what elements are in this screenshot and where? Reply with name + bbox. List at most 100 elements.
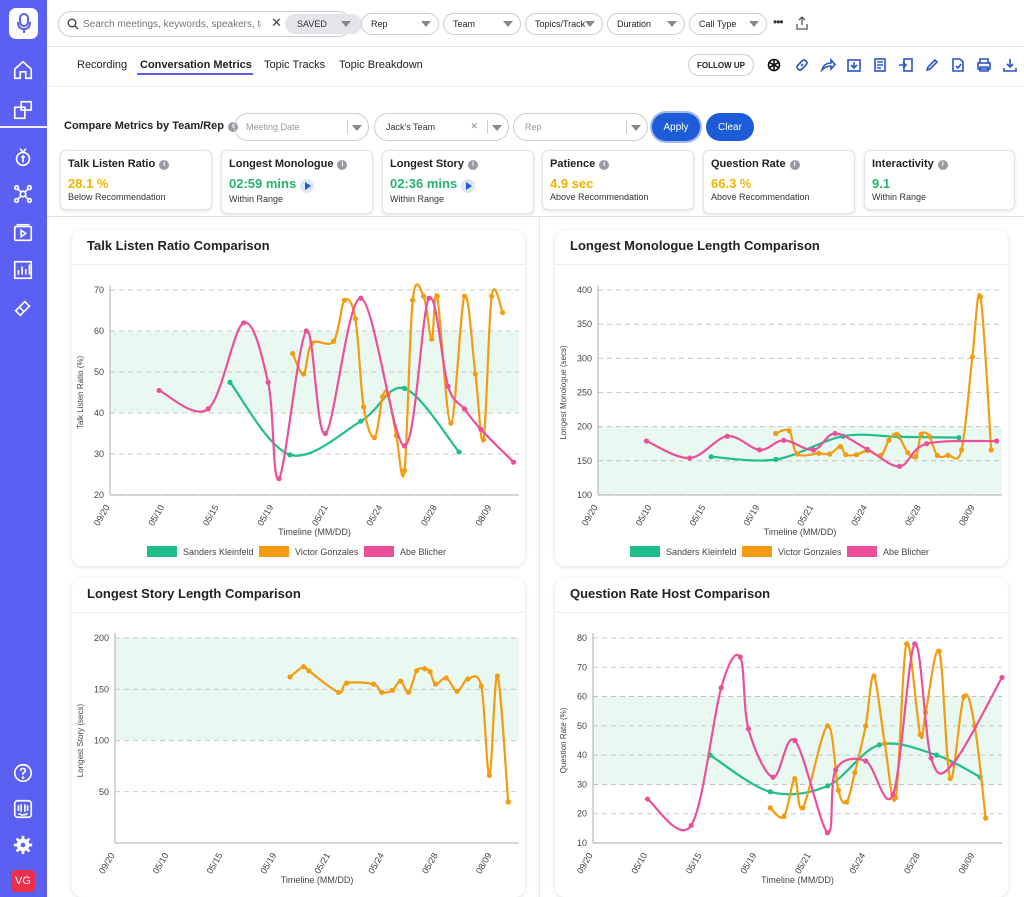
- more-filters-button[interactable]: •••: [773, 15, 784, 29]
- data-point: [871, 673, 877, 679]
- coaching-icon[interactable]: [11, 296, 35, 320]
- info-icon[interactable]: i: [337, 159, 348, 170]
- data-point: [936, 648, 942, 654]
- meeting-date-placeholder: Meeting Date: [246, 122, 300, 132]
- chevron-down-icon: [631, 125, 641, 131]
- metric-title: Interactivity: [872, 158, 934, 170]
- help-icon[interactable]: [11, 761, 35, 785]
- x-tick-label: 05/24: [847, 851, 867, 876]
- meetings-icon[interactable]: [11, 98, 35, 122]
- play-icon[interactable]: [300, 179, 315, 193]
- data-point: [928, 755, 934, 761]
- user-avatar[interactable]: VG: [11, 870, 35, 892]
- metric-card-interactivity[interactable]: Interactivity i 9.1 Within Range: [864, 150, 1015, 210]
- chart-title: Talk Listen Ratio Comparison: [87, 238, 270, 253]
- data-point: [335, 689, 342, 695]
- y-axis-label: Longest Monologue (secs): [559, 345, 568, 440]
- apply-button[interactable]: Apply: [652, 113, 700, 141]
- info-icon[interactable]: i: [227, 121, 238, 132]
- metric-card-talk-listen[interactable]: Talk Listen Ratio i 28.1 % Below Recommen…: [60, 150, 212, 210]
- clear-search-icon[interactable]: ✕: [271, 15, 282, 30]
- data-point: [961, 693, 967, 700]
- metric-card-patience[interactable]: Patience i 4.9 sec Above Recommendation: [542, 150, 694, 210]
- tab-recording[interactable]: Recording: [77, 59, 128, 71]
- settings-icon[interactable]: [11, 833, 35, 857]
- info-icon[interactable]: i: [599, 159, 610, 170]
- tab-topic-tracks[interactable]: Topic Tracks: [264, 59, 326, 71]
- search-input[interactable]: [83, 18, 261, 30]
- data-point: [724, 433, 730, 439]
- analytics-icon[interactable]: [11, 258, 35, 282]
- link-icon[interactable]: [794, 57, 810, 73]
- info-icon[interactable]: i: [937, 159, 948, 170]
- x-axis-label: Timeline (MM/DD): [278, 527, 351, 537]
- metric-card-question-rate[interactable]: Question Rate i 66.3 % Above Recommendati…: [703, 150, 855, 214]
- meeting-date-select[interactable]: Meeting Date: [234, 113, 369, 141]
- saved-dropdown[interactable]: SAVED: [285, 14, 362, 34]
- team-select[interactable]: Jack's Team ✕: [374, 113, 509, 141]
- topics-filter-label: Topics/Track: [535, 19, 586, 29]
- metric-status: Within Range: [872, 192, 927, 202]
- data-point: [876, 742, 882, 748]
- y-tick-label: 40: [577, 750, 587, 760]
- microphone-logo-icon[interactable]: [9, 8, 38, 39]
- clear-team-icon[interactable]: ✕: [470, 121, 478, 131]
- x-tick-label: 08/09: [957, 503, 977, 528]
- export-icon[interactable]: [846, 57, 862, 73]
- tab-topic-breakdown[interactable]: Topic Breakdown: [339, 59, 423, 71]
- rep-select-placeholder: Rep: [525, 122, 542, 132]
- search-box: ✕ SAVED: [58, 11, 362, 37]
- data-point: [767, 805, 773, 811]
- rep-filter[interactable]: Rep: [361, 13, 439, 35]
- integrations-icon[interactable]: [11, 182, 35, 206]
- crm-icon[interactable]: [898, 57, 914, 73]
- x-tick-label: 05/15: [205, 851, 225, 876]
- edit-icon[interactable]: [924, 57, 940, 73]
- metric-card-longest-story[interactable]: Longest Story i 02:36 mins Within Range: [382, 150, 534, 214]
- playlist-icon[interactable]: [11, 221, 35, 245]
- data-point: [287, 452, 293, 458]
- intercom-icon[interactable]: [11, 797, 35, 821]
- metric-status: Above Recommendation: [711, 192, 810, 202]
- info-icon[interactable]: i: [159, 159, 170, 170]
- home-icon[interactable]: [11, 58, 35, 82]
- data-point: [767, 789, 773, 795]
- rep-select[interactable]: Rep: [513, 113, 648, 141]
- y-tick-label: 150: [577, 456, 592, 466]
- info-icon[interactable]: i: [789, 159, 800, 170]
- data-point: [786, 428, 792, 434]
- duration-filter[interactable]: Duration: [607, 13, 685, 35]
- data-point: [886, 437, 892, 443]
- data-point: [773, 456, 779, 463]
- y-tick-label: 150: [94, 684, 109, 694]
- info-icon[interactable]: i: [467, 159, 478, 170]
- metric-status: Below Recommendation: [68, 192, 166, 202]
- select-separator: [347, 120, 348, 134]
- notes-icon[interactable]: [872, 57, 888, 73]
- data-point: [156, 387, 162, 394]
- share-icon[interactable]: [820, 57, 837, 73]
- print-icon[interactable]: [976, 57, 992, 73]
- clear-button[interactable]: Clear: [706, 113, 754, 141]
- call-type-filter[interactable]: Call Type: [689, 13, 767, 35]
- data-point: [934, 452, 940, 458]
- openai-icon[interactable]: [766, 57, 782, 73]
- team-filter[interactable]: Team: [443, 13, 521, 35]
- follow-up-button[interactable]: FOLLOW UP: [688, 54, 754, 76]
- data-point: [410, 297, 416, 303]
- share-upload-icon[interactable]: [795, 16, 809, 30]
- topics-filter[interactable]: Topics/Track: [525, 13, 603, 35]
- y-tick-label: 70: [94, 285, 104, 295]
- document-icon[interactable]: [950, 57, 966, 73]
- deals-icon[interactable]: [11, 145, 35, 169]
- data-point: [426, 295, 432, 301]
- talk-listen-chart: 20 30 40 50 60 70 09/20 05/10 05/15 05/19 05/21 05/…: [76, 283, 519, 557]
- y-tick-label: 40: [94, 408, 104, 418]
- chevron-down-icon: [352, 125, 362, 131]
- data-point: [371, 435, 378, 441]
- download-icon[interactable]: [1002, 57, 1018, 73]
- tab-conversation-metrics[interactable]: Conversation Metrics: [140, 59, 252, 71]
- play-icon[interactable]: [461, 179, 476, 193]
- metric-card-longest-monologue[interactable]: Longest Monologue i 02:59 mins Within Ran…: [221, 150, 373, 214]
- question-rate-chart-card: 10 20 30 40 50 60 70 80 09/20 05/10 05/15 05/19 05/2…: [555, 578, 1008, 897]
